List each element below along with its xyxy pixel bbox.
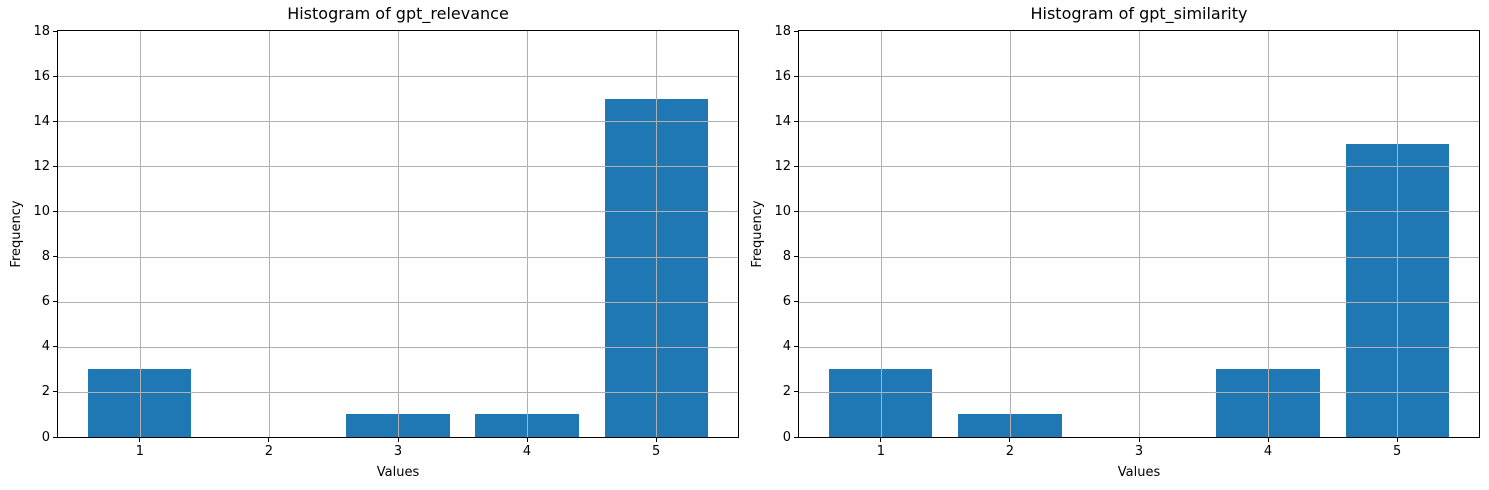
y-tick-mark [794, 210, 798, 212]
x-tick-mark [139, 438, 141, 442]
histogram-gpt-relevance: Histogram of gpt_relevance Frequency Val… [0, 0, 744, 490]
x-tick-mark [1396, 438, 1398, 442]
y-tick-mark [794, 75, 798, 77]
x-tick-mark [1138, 438, 1140, 442]
y-tick-mark [53, 391, 57, 393]
x-tick-mark [526, 438, 528, 442]
y-tick-mark [53, 436, 57, 438]
y-tick-label-12: 12 [774, 158, 791, 174]
y-tick-label-14: 14 [774, 113, 791, 129]
y-tick-label-10: 10 [774, 203, 791, 219]
y-tick-mark [794, 165, 798, 167]
x-tick-label-1: 1 [876, 444, 885, 459]
y-tick-mark [794, 391, 798, 393]
y-tick-label-18: 18 [33, 23, 50, 39]
x-tick-mark [880, 438, 882, 442]
x-tick-label-5: 5 [651, 444, 661, 459]
y-tick-mark [53, 210, 57, 212]
y-tick-mark [794, 256, 798, 258]
y-tick-mark [53, 75, 57, 77]
plot-area [57, 30, 739, 438]
y-tick-mark [53, 30, 57, 32]
y-tick-label-6: 6 [782, 294, 791, 310]
chart-title: Histogram of gpt_similarity [1030, 4, 1248, 23]
x-tick-mark [268, 438, 270, 442]
y-tick-mark [53, 165, 57, 167]
x-tick-label-2: 2 [264, 444, 274, 459]
plot-area [798, 30, 1480, 438]
y-tick-label-2: 2 [41, 384, 50, 400]
y-tick-label-6: 6 [41, 294, 50, 310]
y-tick-label-12: 12 [33, 158, 50, 174]
bar-value-3 [346, 414, 450, 437]
gridline-x-1 [880, 31, 882, 437]
y-tick-mark [794, 301, 798, 303]
gridline-x-4 [1268, 31, 1270, 437]
y-tick-label-10: 10 [33, 203, 50, 219]
x-tick-mark [1009, 438, 1011, 442]
y-tick-label-4: 4 [782, 339, 791, 355]
x-tick-label-2: 2 [1005, 444, 1015, 459]
y-tick-mark [794, 436, 798, 438]
x-tick-label-5: 5 [1392, 444, 1402, 459]
histogram-gpt-similarity: Histogram of gpt_similarity Frequency Va… [744, 0, 1489, 490]
x-tick-label-3: 3 [1134, 444, 1144, 459]
y-tick-mark [794, 346, 798, 348]
x-tick-mark [655, 438, 657, 442]
y-tick-mark [53, 301, 57, 303]
y-tick-mark [794, 120, 798, 122]
y-tick-label-8: 8 [41, 249, 50, 265]
y-tick-label-8: 8 [782, 249, 791, 265]
gridline-x-5 [656, 31, 658, 437]
x-axis-label: Values [376, 465, 420, 480]
y-tick-label-2: 2 [782, 384, 791, 400]
x-tick-mark [1267, 438, 1269, 442]
y-tick-label-18: 18 [774, 23, 791, 39]
y-tick-label-0: 0 [41, 429, 50, 445]
y-tick-label-0: 0 [782, 429, 791, 445]
gridline-x-4 [527, 31, 529, 437]
y-tick-mark [53, 120, 57, 122]
y-tick-mark [53, 256, 57, 258]
y-tick-mark [794, 30, 798, 32]
y-tick-mark [53, 346, 57, 348]
y-tick-label-16: 16 [33, 68, 50, 84]
x-tick-mark [397, 438, 399, 442]
y-tick-label-14: 14 [33, 113, 50, 129]
gridline-x-2 [1009, 31, 1011, 437]
gridline-x-3 [398, 31, 399, 437]
gridline-x-2 [268, 31, 270, 437]
chart-title: Histogram of gpt_relevance [287, 4, 509, 23]
x-axis-label: Values [1117, 465, 1161, 480]
x-tick-label-1: 1 [135, 444, 144, 459]
y-tick-label-16: 16 [774, 68, 791, 84]
gridline-x-5 [1397, 31, 1399, 437]
x-tick-label-4: 4 [1263, 444, 1273, 459]
gridline-x-1 [139, 31, 141, 437]
x-tick-label-4: 4 [522, 444, 532, 459]
gridline-x-3 [1139, 31, 1140, 437]
y-tick-label-4: 4 [41, 339, 50, 355]
x-tick-label-3: 3 [393, 444, 403, 459]
